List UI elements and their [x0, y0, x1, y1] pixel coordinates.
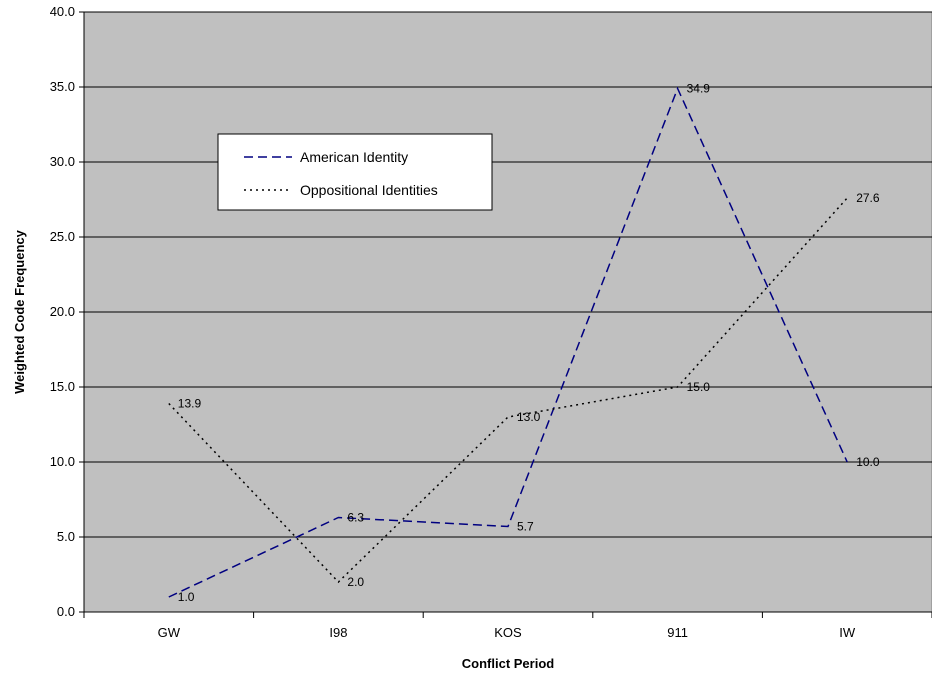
y-axis-ticks: 0.0 5.0 10.0 15.0 20.0 25.0 30.0 35.0 40.0	[50, 4, 84, 619]
data-label: 1.0	[178, 590, 195, 604]
data-label: 27.6	[856, 191, 880, 205]
y-tick-label: 30.0	[50, 154, 75, 169]
x-tick-label: KOS	[494, 625, 522, 640]
legend: American Identity Oppositional Identitie…	[217, 133, 493, 211]
data-label: 10.0	[856, 455, 880, 469]
gridlines	[84, 11, 932, 538]
series-lines	[168, 86, 848, 598]
y-tick-label: 5.0	[57, 529, 75, 544]
legend-label-oppositional: Oppositional Identities	[300, 182, 438, 198]
x-tick-label: IW	[839, 625, 856, 640]
y-tick-label: 25.0	[50, 229, 75, 244]
legend-label-american: American Identity	[300, 149, 408, 165]
y-tick-label: 35.0	[50, 79, 75, 94]
data-label: 6.3	[347, 511, 364, 525]
y-tick-label: 0.0	[57, 604, 75, 619]
data-label: 15.0	[687, 380, 711, 394]
legend-box	[217, 133, 493, 211]
series-line-american-identity	[168, 86, 848, 598]
y-tick-label: 40.0	[50, 4, 75, 19]
x-axis-title: Conflict Period	[462, 656, 555, 671]
y-tick-label: 15.0	[50, 379, 75, 394]
series-line-oppositional-identities	[168, 197, 848, 584]
data-labels: 1.0 6.3 5.7 34.9 10.0 13.9 2.0 13.0 15.0 27.6	[178, 82, 880, 605]
y-tick-label: 20.0	[50, 304, 75, 319]
data-label: 13.9	[178, 397, 202, 411]
x-axis-ticks: GW I98 KOS 911 IW	[83, 612, 932, 640]
x-tick-label: I98	[329, 625, 347, 640]
data-label: 13.0	[517, 410, 541, 424]
x-tick-label: 911	[667, 625, 688, 640]
y-axis-title: Weighted Code Frequency	[12, 229, 27, 393]
y-tick-label: 10.0	[50, 454, 75, 469]
data-label: 34.9	[687, 82, 711, 96]
data-label: 5.7	[517, 520, 534, 534]
data-label: 2.0	[347, 575, 364, 589]
x-tick-label: GW	[158, 625, 181, 640]
